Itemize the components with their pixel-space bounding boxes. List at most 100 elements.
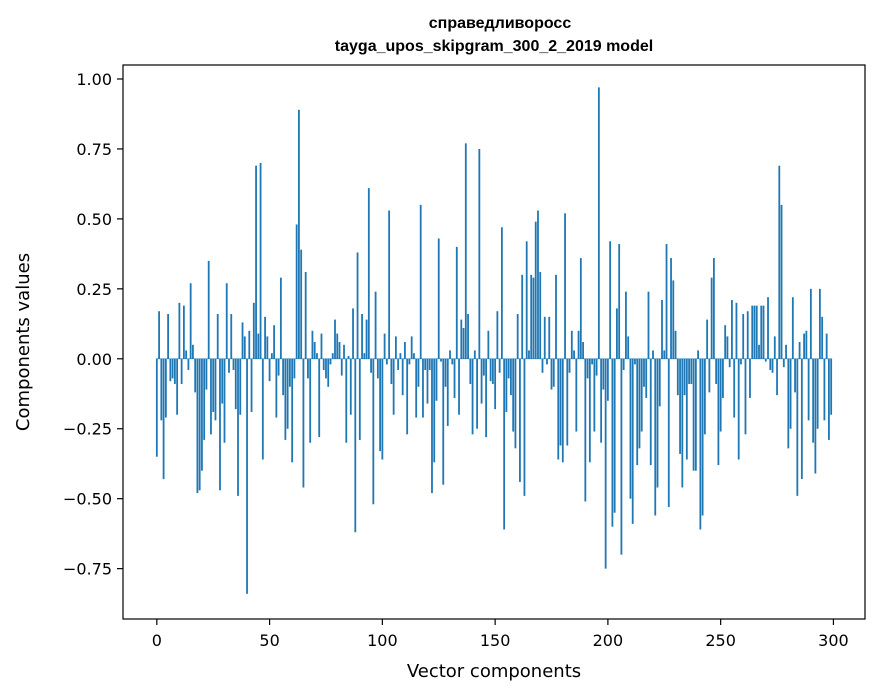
- bar: [742, 314, 745, 359]
- bar: [821, 316, 824, 359]
- bar: [203, 358, 206, 440]
- bar: [491, 358, 494, 384]
- bar: [528, 350, 530, 359]
- bar: [230, 314, 233, 359]
- bar: [367, 188, 370, 359]
- bar: [404, 342, 406, 359]
- bar: [307, 358, 309, 379]
- bar: [658, 358, 661, 407]
- bar: [234, 358, 237, 410]
- bar: [189, 283, 192, 359]
- bar: [818, 288, 821, 359]
- bar: [602, 358, 605, 390]
- bar: [246, 358, 248, 594]
- bar: [187, 358, 190, 370]
- bar: [437, 238, 440, 359]
- bar: [586, 358, 589, 379]
- bar: [505, 358, 508, 412]
- bar: [548, 316, 551, 359]
- plot-frame: [122, 64, 866, 620]
- bar: [629, 358, 632, 499]
- bar: [674, 330, 677, 359]
- bar: [584, 358, 587, 502]
- bar: [331, 353, 334, 359]
- bar: [462, 328, 465, 359]
- bar: [162, 358, 165, 480]
- bar: [503, 358, 506, 530]
- bar: [539, 272, 542, 359]
- bar: [758, 344, 760, 359]
- bar: [243, 336, 246, 359]
- bar: [237, 358, 239, 496]
- bar: [717, 358, 720, 466]
- bar: [546, 358, 548, 365]
- bar: [710, 277, 713, 359]
- bar: [167, 314, 169, 359]
- bar: [406, 358, 409, 435]
- bar: [298, 109, 300, 359]
- bar: [417, 358, 420, 387]
- bar: [288, 358, 291, 387]
- bar: [460, 319, 463, 359]
- bar: [264, 316, 266, 359]
- bar: [433, 358, 436, 463]
- y-axis-label: Components values: [13, 253, 34, 431]
- bar: [185, 350, 188, 359]
- bar: [329, 358, 332, 365]
- bar: [194, 358, 197, 393]
- bar: [487, 330, 490, 359]
- bar: [577, 330, 580, 359]
- bar: [622, 358, 625, 370]
- bar: [372, 358, 375, 505]
- bar: [582, 342, 584, 359]
- bar: [638, 358, 641, 449]
- bar: [591, 358, 593, 365]
- bar: [744, 358, 747, 435]
- bar: [525, 241, 528, 359]
- bar: [532, 277, 535, 359]
- bar: [620, 358, 623, 555]
- chart-title: справедливоросс: [429, 15, 572, 32]
- bar: [568, 358, 571, 373]
- bar: [476, 358, 478, 429]
- bar: [550, 358, 553, 390]
- bar: [814, 358, 817, 474]
- bar: [755, 305, 758, 359]
- bar: [293, 358, 296, 379]
- bar: [796, 358, 799, 496]
- bar: [255, 165, 257, 359]
- bar: [365, 319, 368, 359]
- bar: [401, 358, 404, 396]
- bar: [634, 358, 636, 365]
- bar: [523, 358, 526, 496]
- bar: [798, 342, 801, 359]
- bar: [825, 333, 828, 359]
- bar: [399, 353, 402, 359]
- bar: [708, 358, 711, 393]
- bar: [182, 305, 185, 359]
- bar: [309, 358, 312, 443]
- bar: [343, 344, 345, 359]
- bar: [652, 350, 654, 359]
- bar: [261, 358, 264, 460]
- bar: [435, 358, 438, 401]
- bar: [453, 358, 456, 398]
- chart-subtitle: tayga_upos_skipgram_300_2_2019 model: [335, 38, 653, 55]
- bar: [595, 358, 598, 376]
- bar: [155, 358, 158, 457]
- bar: [284, 358, 287, 440]
- bar: [390, 358, 393, 384]
- bar: [336, 333, 339, 359]
- bar: [694, 358, 697, 471]
- bar: [431, 358, 433, 494]
- bar: [597, 87, 600, 359]
- bar: [320, 333, 323, 359]
- bar: [196, 358, 199, 494]
- bar: [482, 358, 485, 376]
- bar: [422, 358, 424, 418]
- bar: [656, 358, 659, 488]
- bar: [494, 358, 497, 410]
- bar: [354, 358, 357, 533]
- x-tick-label: 200: [593, 631, 624, 650]
- bar: [570, 330, 573, 359]
